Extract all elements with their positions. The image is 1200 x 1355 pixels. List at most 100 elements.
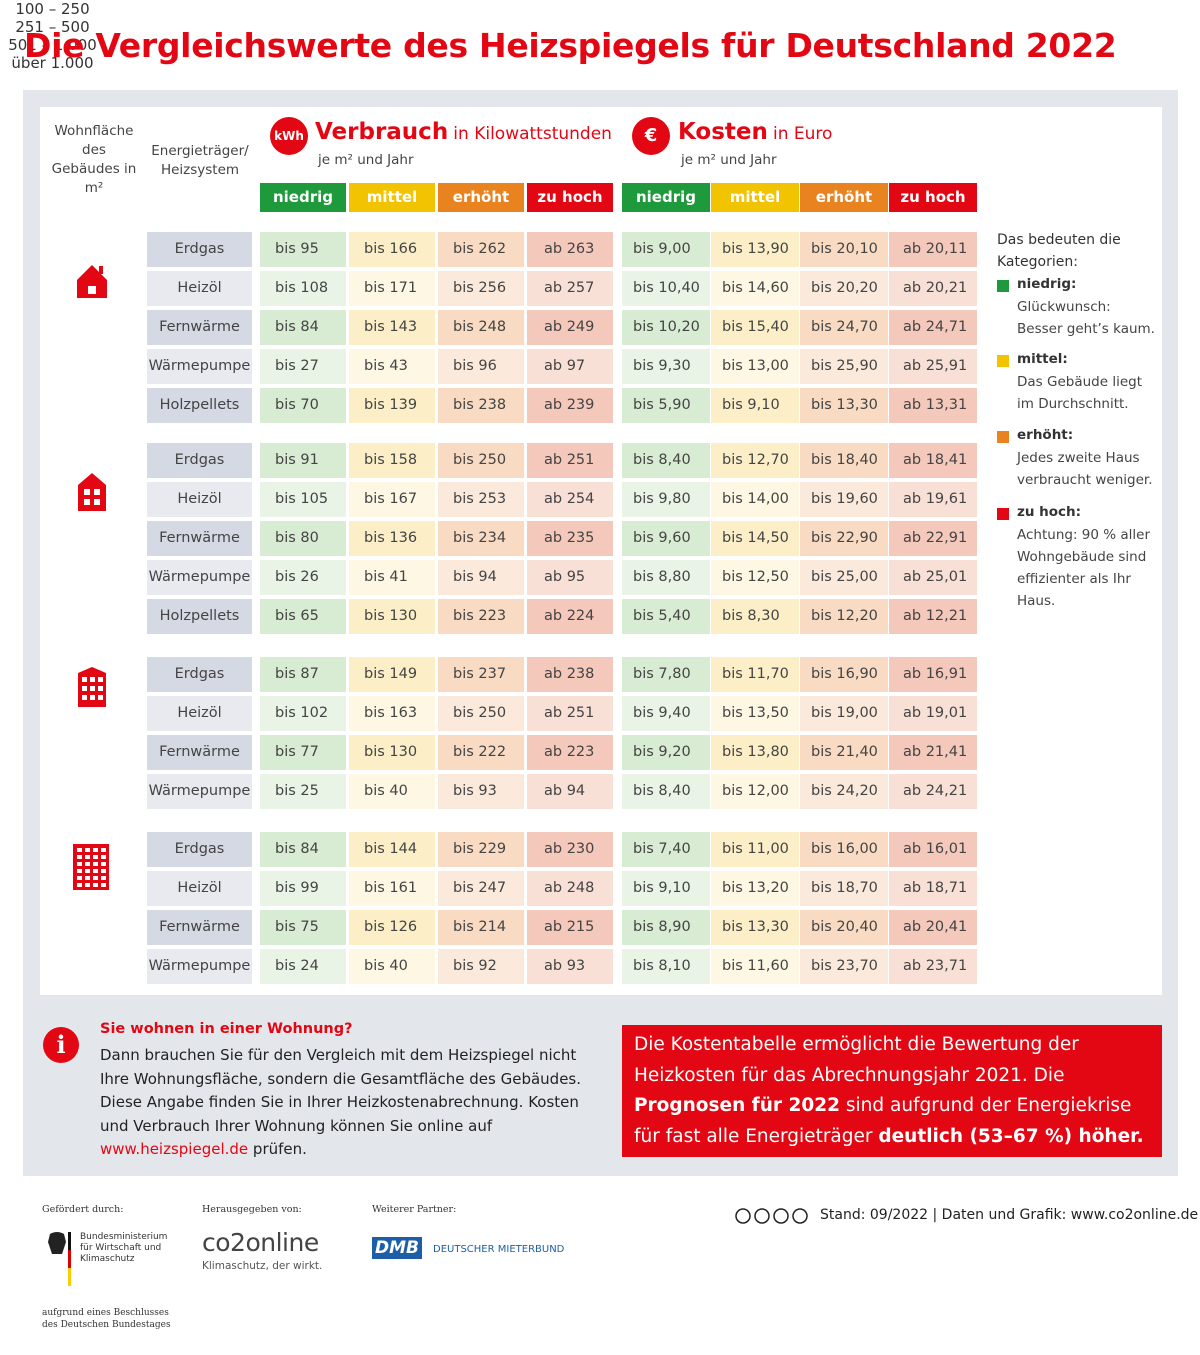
consumption-cell: bis 95: [260, 232, 346, 267]
consumption-cell: ab 257: [527, 271, 613, 306]
note-text: Die Kostentabelle ermöglicht die Bewertu…: [634, 1034, 1079, 1086]
costs-title: Kosten: [678, 119, 768, 145]
note-bold: deutlich (53–67 %) höher.: [878, 1125, 1144, 1147]
category-header: niedrig: [622, 183, 710, 212]
cost-cell: bis 8,40: [622, 774, 710, 809]
cost-cell: bis 14,60: [711, 271, 799, 306]
carrier-cell: Holzpellets: [147, 599, 252, 634]
cost-cell: bis 9,10: [711, 388, 799, 423]
consumption-cell: bis 26: [260, 560, 346, 595]
consumption-cell: bis 65: [260, 599, 346, 634]
consumption-cell: bis 24: [260, 949, 346, 984]
info-heading: Sie wohnen in einer Wohnung?: [100, 1021, 353, 1037]
carrier-cell: Heizöl: [147, 271, 252, 306]
consumption-cell: bis 92: [438, 949, 524, 984]
consumption-sub: je m² und Jahr: [318, 152, 414, 168]
carrier-cell: Erdgas: [147, 443, 252, 478]
cost-cell: bis 9,80: [622, 482, 710, 517]
cost-cell: bis 13,90: [711, 232, 799, 267]
consumption-cell: ab 235: [527, 521, 613, 556]
consumption-title: Verbrauch: [315, 119, 449, 145]
cost-cell: bis 21,40: [800, 735, 888, 770]
consumption-cell: bis 229: [438, 832, 524, 867]
consumption-cell: bis 171: [349, 271, 435, 306]
consumption-cell: bis 149: [349, 657, 435, 692]
carrier-cell: Fernwärme: [147, 310, 252, 345]
funded-label: Gefördert durch:: [42, 1204, 124, 1215]
cost-cell: bis 9,00: [622, 232, 710, 267]
cost-cell: bis 16,90: [800, 657, 888, 692]
consumption-cell: bis 99: [260, 871, 346, 906]
consumption-cell: bis 139: [349, 388, 435, 423]
consumption-cell: bis 41: [349, 560, 435, 595]
cost-cell: bis 10,20: [622, 310, 710, 345]
cost-cell: bis 9,30: [622, 349, 710, 384]
carrier-cell: Wärmepumpe: [147, 949, 252, 984]
cost-cell: ab 18,71: [889, 871, 977, 906]
consumption-cell: bis 94: [438, 560, 524, 595]
ministry: Bundesministerium für Wirtschaft und Kli…: [80, 1232, 168, 1264]
consumption-cell: bis 136: [349, 521, 435, 556]
category-header: mittel: [349, 183, 435, 212]
consumption-cell: ab 230: [527, 832, 613, 867]
consumption-cell: bis 105: [260, 482, 346, 517]
cost-cell: bis 24,70: [800, 310, 888, 345]
cost-cell: bis 12,20: [800, 599, 888, 634]
consumption-cell: bis 40: [349, 949, 435, 984]
consumption-cell: ab 239: [527, 388, 613, 423]
cost-cell: bis 12,50: [711, 560, 799, 595]
consumption-cell: ab 254: [527, 482, 613, 517]
consumption-cell: bis 93: [438, 774, 524, 809]
cost-cell: ab 22,91: [889, 521, 977, 556]
legend-text: Jedes zweite Haus verbraucht weniger.: [1017, 450, 1153, 488]
cost-cell: bis 8,10: [622, 949, 710, 984]
cost-cell: bis 18,70: [800, 871, 888, 906]
category-header: niedrig: [260, 183, 346, 212]
cost-cell: bis 12,00: [711, 774, 799, 809]
legend-swatch: [997, 431, 1009, 443]
area-label: über 1.000: [11, 54, 94, 72]
carrier-cell: Wärmepumpe: [147, 349, 252, 384]
consumption-cell: bis 223: [438, 599, 524, 634]
legend-label: mittel:: [1017, 351, 1068, 367]
consumption-cell: bis 247: [438, 871, 524, 906]
consumption-cell: bis 237: [438, 657, 524, 692]
title: Die Vergleichswerte des Heizspiegels für…: [24, 26, 1117, 65]
cost-cell: ab 20,21: [889, 271, 977, 306]
consumption-cell: bis 167: [349, 482, 435, 517]
cost-cell: ab 20,41: [889, 910, 977, 945]
cost-cell: ab 24,71: [889, 310, 977, 345]
consumption-cell: bis 80: [260, 521, 346, 556]
cost-cell: ab 19,61: [889, 482, 977, 517]
cost-cell: bis 22,90: [800, 521, 888, 556]
publisher-claim: Klimaschutz, der wirkt.: [202, 1260, 323, 1272]
credits: Stand: 09/2022 | Daten und Grafik: www.c…: [820, 1207, 1199, 1223]
consumption-cell: bis 248: [438, 310, 524, 345]
cost-cell: bis 7,80: [622, 657, 710, 692]
legend-label: zu hoch:: [1017, 504, 1082, 520]
consumption-cell: bis 262: [438, 232, 524, 267]
cost-cell: bis 14,50: [711, 521, 799, 556]
publisher-label: Herausgegeben von:: [202, 1204, 302, 1215]
legend-text: Das Gebäude liegt im Durchschnitt.: [1017, 374, 1142, 412]
note-bold: Prognosen für 2022: [634, 1095, 840, 1116]
resolution: aufgrund eines Beschlusses des Deutschen…: [42, 1308, 171, 1330]
carrier-cell: Heizöl: [147, 871, 252, 906]
cost-cell: bis 13,50: [711, 696, 799, 731]
cost-cell: bis 11,60: [711, 949, 799, 984]
consumption-cell: bis 158: [349, 443, 435, 478]
consumption-cell: ab 251: [527, 443, 613, 478]
consumption-cell: bis 84: [260, 832, 346, 867]
category-header: erhöht: [438, 183, 524, 212]
consumption-cell: ab 224: [527, 599, 613, 634]
building-icon: [78, 667, 106, 707]
carrier-cell: Erdgas: [147, 232, 252, 267]
info-link[interactable]: www.heizspiegel.de: [100, 1140, 249, 1158]
kwh-icon: kWh: [270, 117, 308, 155]
cost-cell: ab 20,11: [889, 232, 977, 267]
carrier-cell: Fernwärme: [147, 910, 252, 945]
legend-title: Das bedeuten die Kategorien:: [997, 232, 1121, 270]
cost-cell: bis 9,20: [622, 735, 710, 770]
consumption-cell: bis 40: [349, 774, 435, 809]
